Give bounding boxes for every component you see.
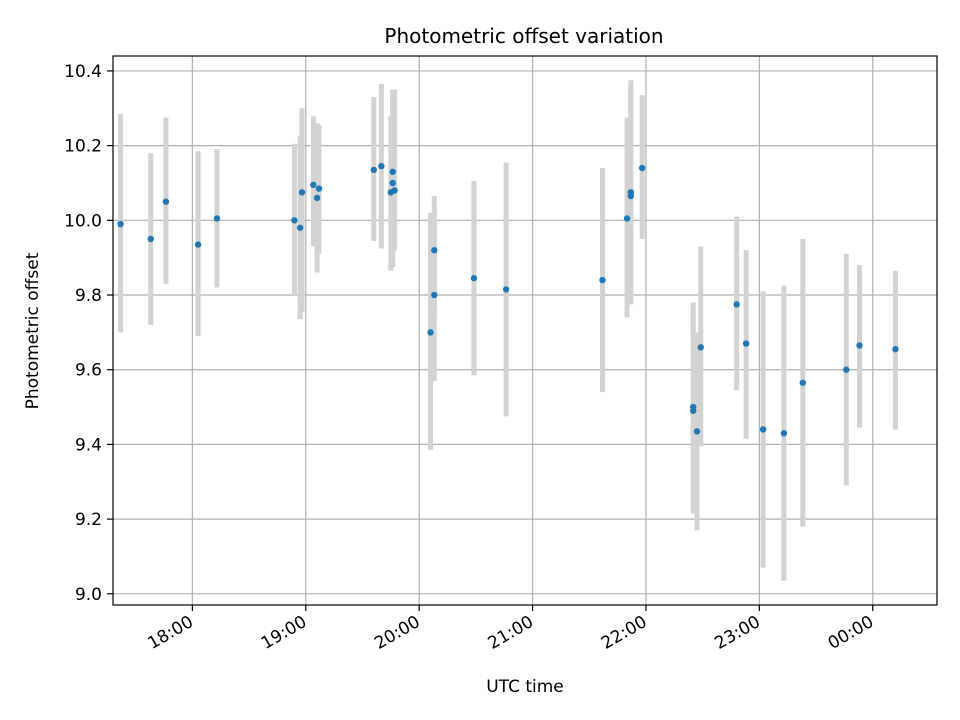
data-point xyxy=(213,215,221,222)
gridlines xyxy=(113,56,937,605)
data-point xyxy=(690,407,697,414)
data-point xyxy=(389,168,396,175)
data-point xyxy=(733,301,740,308)
data-point xyxy=(117,220,124,228)
data-point xyxy=(147,235,154,243)
data-point xyxy=(431,247,438,254)
data-point xyxy=(742,340,750,347)
data-point xyxy=(194,241,202,248)
data-point xyxy=(310,181,317,189)
data-points xyxy=(117,162,899,437)
data-point xyxy=(856,342,863,349)
data-point xyxy=(291,217,298,224)
data-point xyxy=(843,366,850,373)
data-point xyxy=(162,198,170,205)
y-tick-label: 9.6 xyxy=(75,361,102,381)
y-tick-label: 10.4 xyxy=(64,62,102,82)
y-tick-label: 9.2 xyxy=(75,510,102,530)
data-point xyxy=(391,187,398,194)
chart-title: Photometric offset variation xyxy=(384,24,663,48)
data-point xyxy=(315,185,323,192)
data-point xyxy=(638,164,646,172)
data-point xyxy=(799,379,807,386)
y-tick-label: 9.4 xyxy=(75,435,102,455)
x-axis-label: UTC time xyxy=(486,677,564,697)
y-axis-ticks: 9.0 9.2 9.4 9.6 9.8 10.0 10.2 10.4 xyxy=(64,62,113,605)
y-tick-label: 10.2 xyxy=(64,137,102,157)
data-point xyxy=(298,189,306,196)
data-point xyxy=(370,166,378,174)
data-point xyxy=(693,428,701,435)
data-point xyxy=(427,329,434,336)
data-point xyxy=(780,430,788,437)
data-point xyxy=(431,291,438,299)
data-point xyxy=(627,192,635,200)
data-point xyxy=(389,179,396,187)
data-point xyxy=(313,194,321,202)
y-tick-label: 10.0 xyxy=(64,211,102,231)
plot-frame xyxy=(112,55,938,606)
data-point xyxy=(378,162,385,170)
y-tick-label: 9.0 xyxy=(75,585,102,605)
data-point xyxy=(599,276,606,284)
data-point xyxy=(892,345,899,353)
data-point xyxy=(697,344,704,351)
data-point xyxy=(759,426,767,433)
data-point xyxy=(623,215,631,222)
data-point xyxy=(470,275,478,282)
data-point xyxy=(502,286,510,293)
y-tick-label: 9.8 xyxy=(75,286,102,306)
y-axis-label: Photometric offset xyxy=(23,252,43,409)
data-point xyxy=(296,224,304,231)
